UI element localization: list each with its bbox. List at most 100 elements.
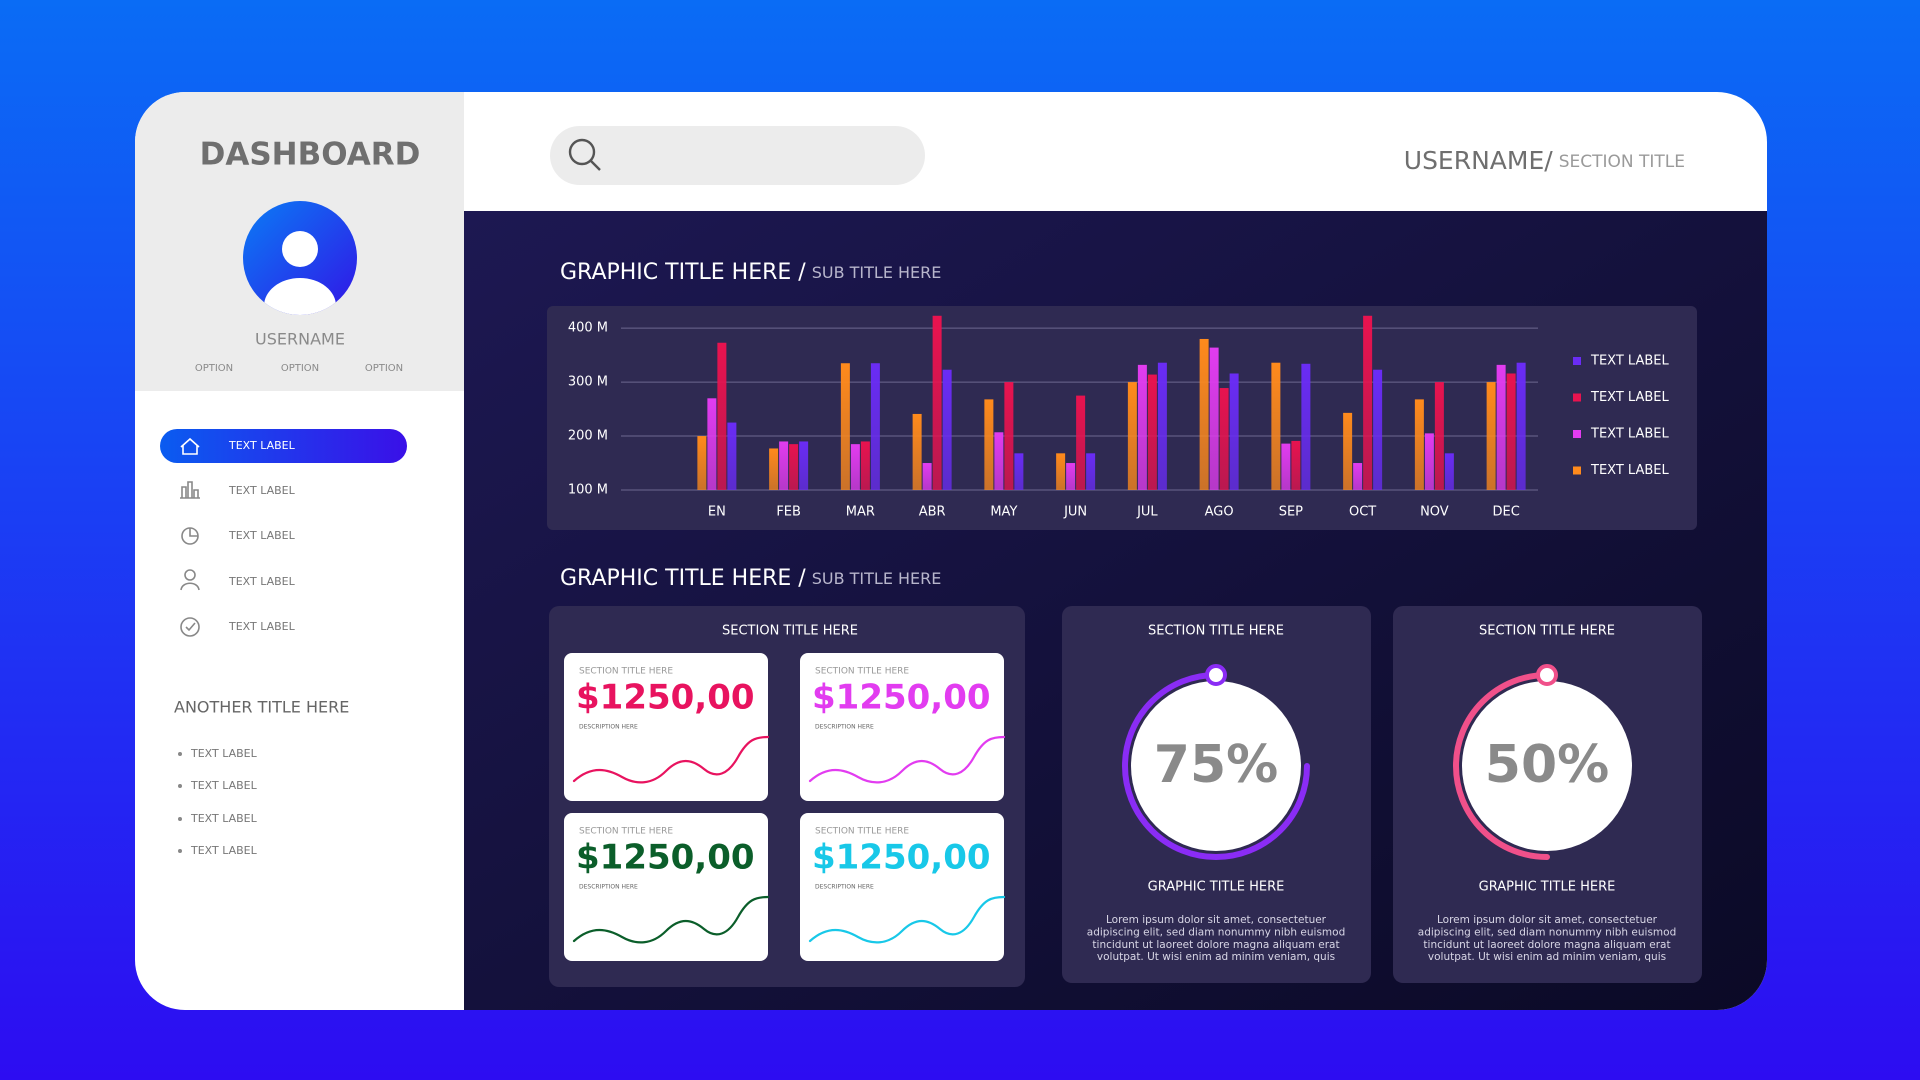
stat-card-title: SECTION TITLE HERE: [579, 667, 673, 677]
x-tick-label: MAY: [990, 505, 1017, 520]
section-heading: GRAPHIC TITLE HERE / SUB TITLE HERE: [560, 566, 941, 591]
gauge-knob: [1536, 664, 1558, 686]
stat-description: DESCRIPTION HERE: [579, 884, 638, 891]
x-tick-label: JUN: [1063, 505, 1087, 520]
bar: [1137, 364, 1147, 490]
bullet: [178, 784, 182, 788]
bar: [1414, 399, 1424, 490]
nav-label[interactable]: TEXT LABEL: [228, 620, 296, 633]
x-tick-label: AGO: [1205, 505, 1234, 520]
bar: [1291, 440, 1301, 490]
gauge-caption: GRAPHIC TITLE HERE: [1148, 880, 1285, 895]
bar: [1076, 395, 1086, 490]
bar: [1199, 338, 1209, 490]
bar: [860, 441, 870, 490]
bar: [1127, 382, 1137, 490]
stat-card: [800, 653, 1004, 801]
stat-amount: $1250,00: [812, 838, 991, 878]
chart-subtitle: SUB TITLE HERE: [812, 263, 942, 282]
gauge-face: [1462, 681, 1632, 851]
legend-marker: [1573, 393, 1581, 402]
gauges: SECTION TITLE HERE 75% GRAPHIC TITLE HERE L…: [1062, 606, 1702, 983]
bar: [1434, 382, 1444, 490]
gauge-text: volutpat. Ut wisi enim ad minim veniam, …: [1097, 951, 1335, 963]
legend-label: TEXT LABEL: [1590, 354, 1669, 369]
stat-card: [564, 653, 768, 801]
search-icon: [568, 138, 601, 171]
bullet: [178, 817, 182, 821]
bar: [994, 432, 1004, 490]
gauge-text: volutpat. Ut wisi enim ad minim veniam, …: [1428, 951, 1666, 963]
bar: [922, 463, 932, 490]
x-tick-label: ABR: [919, 505, 946, 520]
bar: [1086, 453, 1096, 490]
bar: [932, 315, 942, 490]
bar: [1496, 364, 1506, 490]
legend-marker: [1573, 466, 1581, 475]
bar: [769, 448, 779, 490]
section-subtitle: SUB TITLE HERE: [812, 569, 942, 588]
x-tick-label: SEP: [1279, 505, 1303, 520]
nav-label[interactable]: TEXT LABEL: [228, 529, 296, 542]
bar: [1444, 453, 1454, 490]
bar: [779, 441, 789, 490]
list-item: TEXT LABEL: [190, 747, 258, 760]
x-tick-label: NOV: [1420, 505, 1449, 520]
y-tick-label: 200 M: [568, 429, 608, 444]
gauge-value: 75%: [1154, 735, 1278, 795]
nav-label[interactable]: TEXT LABEL: [228, 575, 296, 588]
list-item: TEXT LABEL: [190, 844, 258, 857]
bullets: [178, 752, 182, 853]
bar: [1506, 373, 1516, 490]
check-icon: [180, 617, 200, 637]
option[interactable]: OPTION: [195, 363, 233, 374]
bar: [870, 363, 880, 490]
legend-marker: [1573, 430, 1581, 438]
another-title: ANOTHER TITLE HERE: [174, 698, 349, 717]
bar: [984, 399, 994, 490]
bar: [1486, 382, 1496, 490]
option[interactable]: OPTION: [281, 363, 319, 374]
pie-icon-slice: [189, 528, 198, 537]
chart-title: GRAPHIC TITLE HERE /: [560, 260, 806, 285]
bar: [1271, 362, 1281, 490]
bar: [727, 422, 737, 490]
gauge-value: 50%: [1485, 735, 1609, 795]
search-bar[interactable]: [550, 126, 925, 185]
gauge-text: Lorem ipsum dolor sit amet, consectetuer: [1106, 914, 1327, 926]
gauge-title: SECTION TITLE HERE: [1148, 624, 1284, 639]
user-icon-body: [180, 582, 200, 591]
bullet: [178, 752, 182, 756]
check-mark: [185, 622, 196, 632]
y-tick-label: 100 M: [568, 483, 608, 498]
bar: [1056, 453, 1066, 490]
bar: [1004, 382, 1014, 490]
stats-title: SECTION TITLE HERE: [722, 624, 858, 639]
stat-card-title: SECTION TITLE HERE: [815, 827, 909, 837]
x-tick-label: DEC: [1492, 505, 1519, 520]
nav-icons: [180, 437, 200, 637]
avatar: [243, 201, 357, 315]
bar: [942, 369, 952, 490]
username: USERNAME: [255, 330, 345, 349]
bar: [1516, 362, 1526, 490]
option[interactable]: OPTION: [365, 363, 403, 374]
bar: [1157, 362, 1167, 490]
bar: [1014, 453, 1024, 490]
nav-active[interactable]: [160, 429, 407, 463]
nav-label[interactable]: TEXT LABEL: [228, 439, 296, 452]
stat-description: DESCRIPTION HERE: [815, 884, 874, 891]
list-item: TEXT LABEL: [190, 779, 258, 792]
bar: [1219, 388, 1229, 490]
x-tick-label: JUL: [1136, 505, 1158, 520]
avatar-head: [282, 231, 318, 267]
y-tick-label: 400 M: [568, 321, 608, 336]
header-user: USERNAME/SECTION TITLE: [1404, 146, 1685, 175]
bullet: [178, 849, 182, 853]
gauge-knob: [1205, 664, 1227, 686]
nav-label[interactable]: TEXT LABEL: [228, 484, 296, 497]
gauge-text: adipiscing elit, sed diam nonummy nibh e…: [1087, 926, 1345, 938]
